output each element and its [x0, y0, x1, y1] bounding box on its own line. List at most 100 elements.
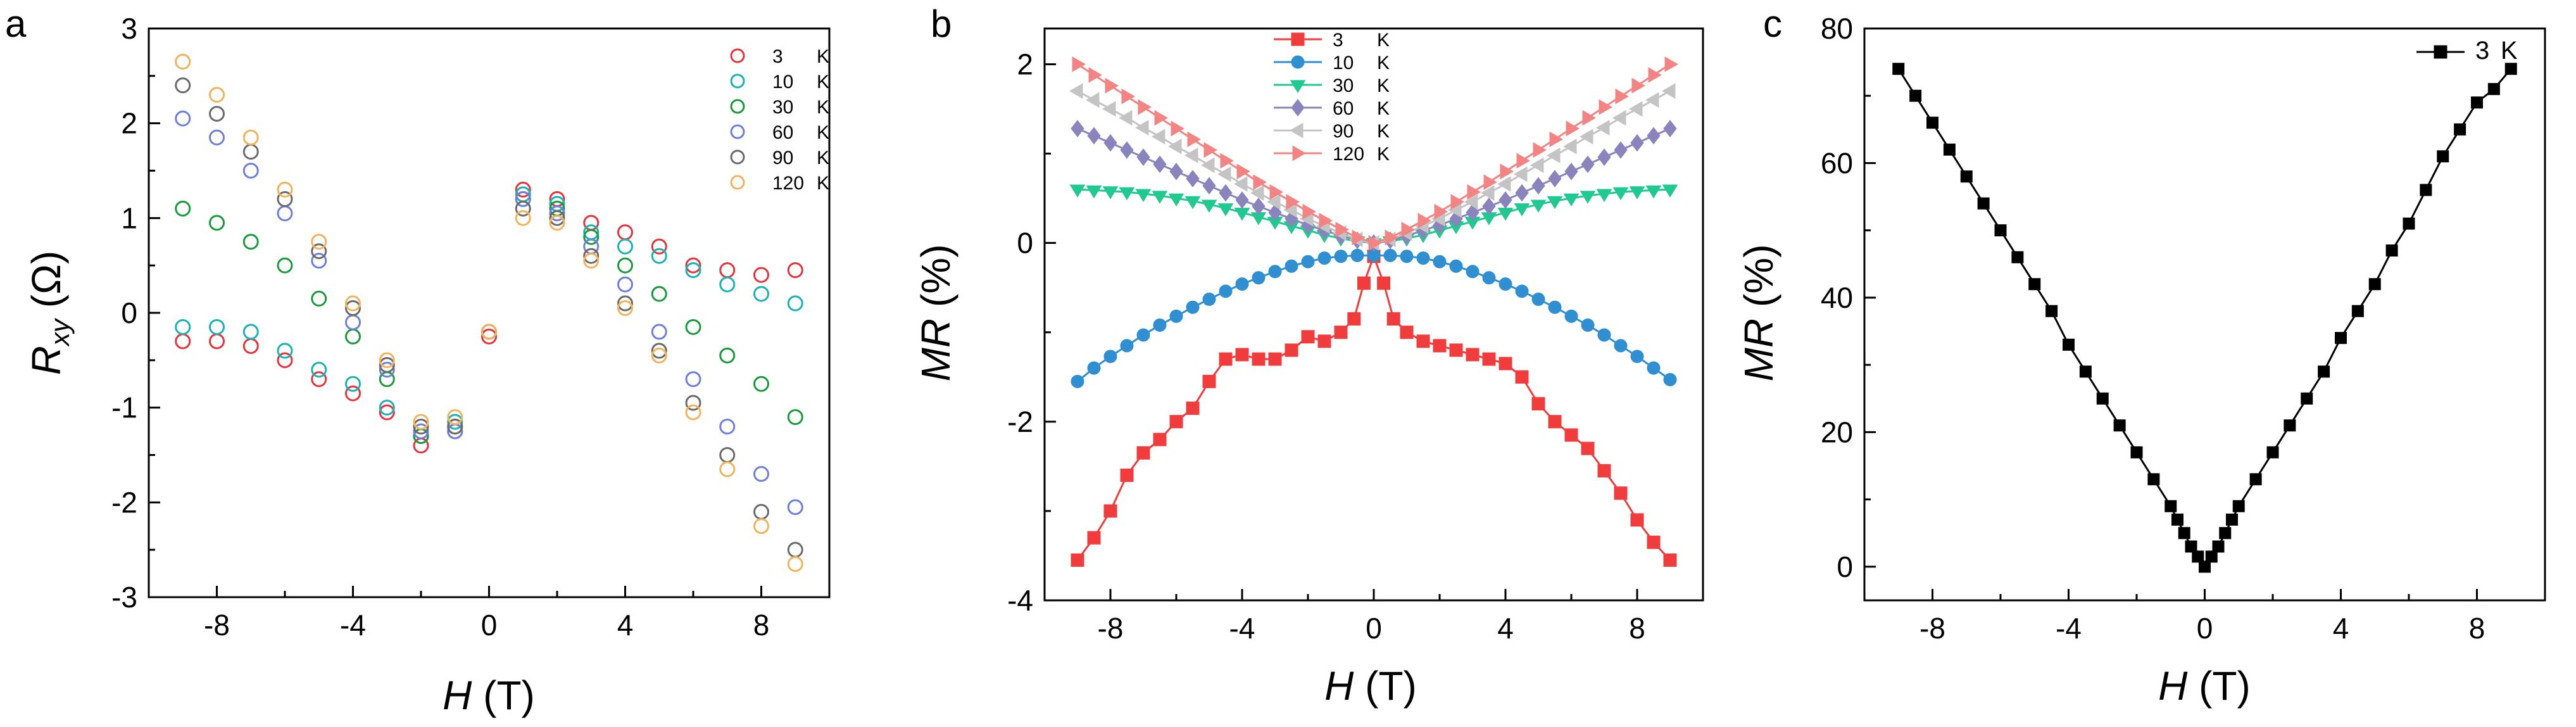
legend-marker	[730, 175, 745, 190]
data-point	[1201, 199, 1217, 213]
data-point	[515, 210, 531, 226]
data-point	[1531, 293, 1545, 307]
data-point	[1530, 157, 1544, 174]
data-point	[1564, 309, 1578, 323]
data-point	[787, 499, 803, 515]
data-point	[685, 257, 701, 274]
data-point	[1071, 374, 1084, 388]
legend-label: 10	[772, 72, 793, 92]
data-point	[651, 347, 667, 364]
legend-label: 60	[1333, 98, 1354, 119]
data-point	[1317, 334, 1331, 348]
legend-unit: K	[817, 148, 829, 168]
data-point	[719, 447, 736, 463]
data-point	[753, 503, 769, 520]
data-point	[515, 191, 531, 207]
ticks-a: -8 -4 0 4 8 -3 -2 -1 0 1 2 3	[111, 12, 769, 642]
marks-c	[1892, 63, 2517, 573]
data-point	[651, 238, 667, 255]
x-axis-label-b: H (T)	[1324, 663, 1417, 709]
data-point	[1253, 174, 1267, 191]
data-point	[311, 253, 327, 269]
data-point	[2096, 392, 2109, 405]
legend-label: 3	[2475, 37, 2489, 65]
data-point	[2185, 540, 2197, 553]
svg-text:H (T): H (T)	[443, 673, 535, 718]
data-point	[1514, 203, 1530, 217]
series-a-60K	[175, 110, 803, 515]
data-point	[1614, 486, 1628, 500]
data-point	[2368, 278, 2381, 291]
legend-unit: K	[1377, 98, 1390, 119]
x-tick-label: -8	[204, 609, 230, 642]
data-point	[345, 376, 361, 392]
data-point	[2335, 332, 2347, 345]
series-a-90K	[175, 77, 803, 558]
data-point	[719, 262, 736, 279]
data-point	[2232, 500, 2245, 512]
plot-frame-a	[148, 27, 831, 598]
y-label-main-b: MR	[913, 319, 958, 382]
x-label-var-b: H	[1324, 663, 1354, 709]
data-point	[685, 404, 701, 420]
data-point	[277, 257, 293, 274]
data-point	[1647, 535, 1661, 549]
data-point	[1335, 222, 1350, 237]
panel-label-c: c	[1763, 3, 1782, 45]
data-point	[1352, 229, 1366, 246]
data-point	[1400, 250, 1414, 263]
data-point	[515, 181, 531, 198]
data-point	[1217, 203, 1234, 217]
data-point	[413, 419, 429, 435]
legend-unit: K	[817, 97, 829, 118]
data-point	[1467, 184, 1481, 200]
data-point	[2192, 550, 2204, 563]
data-point	[311, 362, 327, 378]
series-b-3K	[1071, 250, 1677, 567]
panel-label-b: b	[931, 3, 952, 45]
data-point	[1661, 83, 1676, 99]
data-point	[209, 87, 225, 103]
data-point	[1515, 184, 1529, 202]
data-point	[1233, 176, 1248, 192]
data-point	[1566, 120, 1580, 137]
series-b-10K	[1071, 248, 1677, 388]
y-tick-label: -2	[111, 486, 137, 519]
data-point	[1498, 357, 1512, 370]
x-tick-label: 4	[2333, 612, 2349, 645]
data-point	[1087, 127, 1101, 145]
legend-unit: K	[1377, 144, 1390, 165]
data-point	[1103, 134, 1117, 152]
data-point	[242, 338, 259, 354]
y-tick-label: -3	[111, 581, 137, 614]
data-point	[1597, 464, 1611, 477]
legend-label: 90	[1333, 121, 1354, 142]
data-point	[1498, 277, 1512, 291]
data-point	[1400, 326, 1414, 339]
data-point	[481, 328, 497, 345]
data-point	[549, 215, 565, 231]
data-point	[1219, 184, 1233, 202]
data-point	[1546, 147, 1561, 163]
data-point	[2487, 83, 2500, 96]
data-point	[2301, 392, 2313, 405]
data-point	[1102, 186, 1119, 199]
data-point	[1960, 170, 1973, 183]
legend-marker	[730, 73, 745, 89]
data-point	[277, 205, 293, 222]
data-point	[1347, 312, 1361, 326]
legend-marker	[730, 124, 745, 139]
y-axis-label-c: MR (%)	[1736, 244, 1781, 382]
y-tick-label: 0	[1017, 227, 1033, 260]
data-point	[1994, 224, 2007, 237]
data-point	[311, 234, 327, 250]
legend-label: 3	[772, 46, 783, 67]
data-point	[1252, 197, 1266, 215]
data-point	[1926, 117, 1938, 129]
data-point	[1136, 148, 1150, 166]
legend-unit: K	[1377, 53, 1390, 73]
